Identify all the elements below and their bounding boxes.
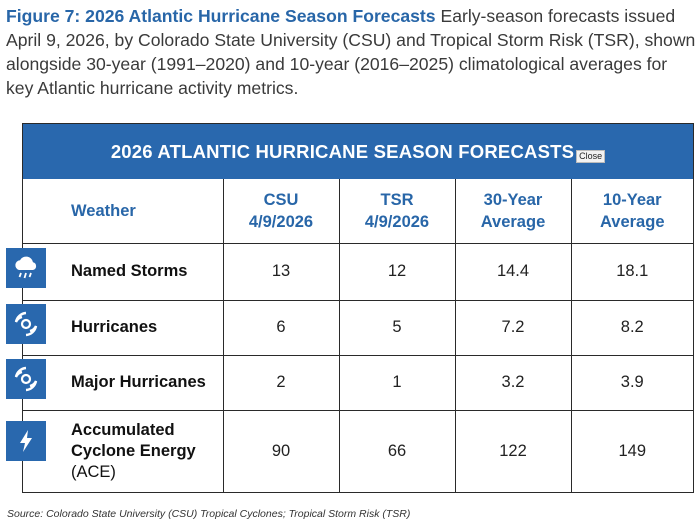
row-label-hurricanes: Hurricanes bbox=[23, 299, 224, 356]
column-header-csu: CSU 4/9/2026 bbox=[222, 179, 340, 244]
cell-tsr: 5 bbox=[338, 299, 456, 356]
cell-csu: 90 bbox=[222, 409, 340, 493]
table-row: Hurricanes 6 5 7.2 8.2 bbox=[23, 299, 693, 356]
row-label-ace-line1: Accumulated bbox=[71, 421, 175, 440]
lightning-bolt-icon bbox=[6, 421, 46, 461]
table-row: Major Hurricanes 2 1 3.2 3.9 bbox=[23, 354, 693, 411]
cell-30yr: 3.2 bbox=[454, 354, 572, 411]
column-header-tsr-name: TSR bbox=[380, 190, 414, 209]
row-label-ace-line2: Cyclone Energy bbox=[71, 442, 196, 461]
column-header-10yr-line1: 10-Year bbox=[602, 190, 662, 209]
column-header-30yr-line1: 30-Year bbox=[483, 190, 543, 209]
cell-10yr: 8.2 bbox=[570, 299, 693, 356]
table-row: Accumulated Cyclone Energy (ACE) 90 66 1… bbox=[23, 409, 693, 493]
column-header-30yr-line2: Average bbox=[480, 212, 546, 231]
cell-csu: 13 bbox=[222, 242, 340, 301]
column-header-30yr: 30-Year Average bbox=[454, 179, 572, 244]
cell-csu: 2 bbox=[222, 354, 340, 411]
header-row: Weather CSU 4/9/2026 TSR 4/9/2026 30-Yea… bbox=[23, 179, 693, 244]
column-header-10yr: 10-Year Average bbox=[570, 179, 693, 244]
column-header-tsr: TSR 4/9/2026 bbox=[338, 179, 456, 244]
cell-10yr: 18.1 bbox=[570, 242, 693, 301]
hurricane-icon bbox=[6, 304, 46, 344]
column-header-metric: Weather bbox=[23, 179, 224, 244]
cell-30yr: 122 bbox=[454, 409, 572, 493]
cell-tsr: 12 bbox=[338, 242, 456, 301]
forecast-grid: Weather CSU 4/9/2026 TSR 4/9/2026 30-Yea… bbox=[23, 179, 693, 493]
row-label-ace: Accumulated Cyclone Energy (ACE) bbox=[23, 409, 224, 493]
cell-10yr: 3.9 bbox=[570, 354, 693, 411]
cell-csu: 6 bbox=[222, 299, 340, 356]
table-row: Named Storms 13 12 14.4 18.1 bbox=[23, 242, 693, 301]
row-label-major-hurricanes: Major Hurricanes bbox=[23, 354, 224, 411]
cell-10yr: 149 bbox=[570, 409, 693, 493]
column-header-csu-date: 4/9/2026 bbox=[248, 212, 314, 231]
hurricane-icon bbox=[6, 359, 46, 399]
cell-30yr: 14.4 bbox=[454, 242, 572, 301]
close-button[interactable]: Close bbox=[576, 150, 606, 163]
row-label-named-storms: Named Storms bbox=[23, 242, 224, 301]
cell-tsr: 1 bbox=[338, 354, 456, 411]
figure-description: Early-season forecasts issued April 9, 2… bbox=[6, 6, 696, 98]
table-banner: 2026 ATLANTIC HURRICANE SEASON FORECASTS… bbox=[23, 124, 693, 179]
figure-caption: Figure 7: 2026 Atlantic Hurricane Season… bbox=[6, 4, 696, 100]
forecast-table: 2026 ATLANTIC HURRICANE SEASON FORECASTS… bbox=[22, 123, 694, 493]
source-note: Source: Colorado State University (CSU) … bbox=[7, 508, 411, 520]
cell-30yr: 7.2 bbox=[454, 299, 572, 356]
storm-cloud-icon bbox=[6, 248, 46, 288]
column-header-10yr-line2: Average bbox=[599, 212, 665, 231]
row-label-ace-line3: (ACE) bbox=[71, 463, 116, 482]
column-header-csu-name: CSU bbox=[263, 190, 299, 209]
figure-title: Figure 7: 2026 Atlantic Hurricane Season… bbox=[6, 6, 436, 26]
table-title: 2026 ATLANTIC HURRICANE SEASON FORECASTS bbox=[110, 140, 575, 162]
cell-tsr: 66 bbox=[338, 409, 456, 493]
column-header-tsr-date: 4/9/2026 bbox=[364, 212, 430, 231]
